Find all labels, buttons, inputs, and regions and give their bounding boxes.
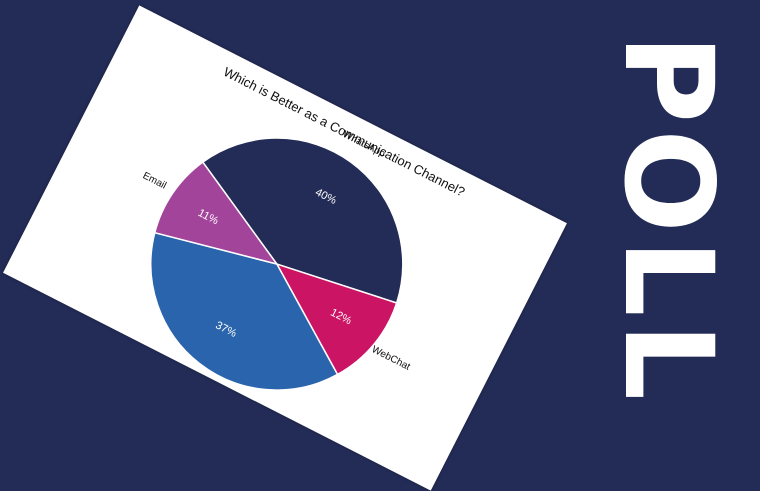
slice-category-label: Voice [173, 371, 200, 392]
slice-category-label: WebChat [370, 344, 412, 373]
pie-slice-webchat [275, 262, 398, 376]
pie-slice-whatsapp [201, 137, 404, 304]
slice-category-label: WhatsApp [341, 129, 387, 160]
pie-slice-email [153, 161, 279, 266]
chart-card: Which is Better as a Communication Chann… [3, 5, 567, 491]
slice-category-label: Email [141, 170, 168, 191]
poll-heading: POLL [597, 33, 739, 407]
pie-slice-voice [150, 231, 339, 391]
